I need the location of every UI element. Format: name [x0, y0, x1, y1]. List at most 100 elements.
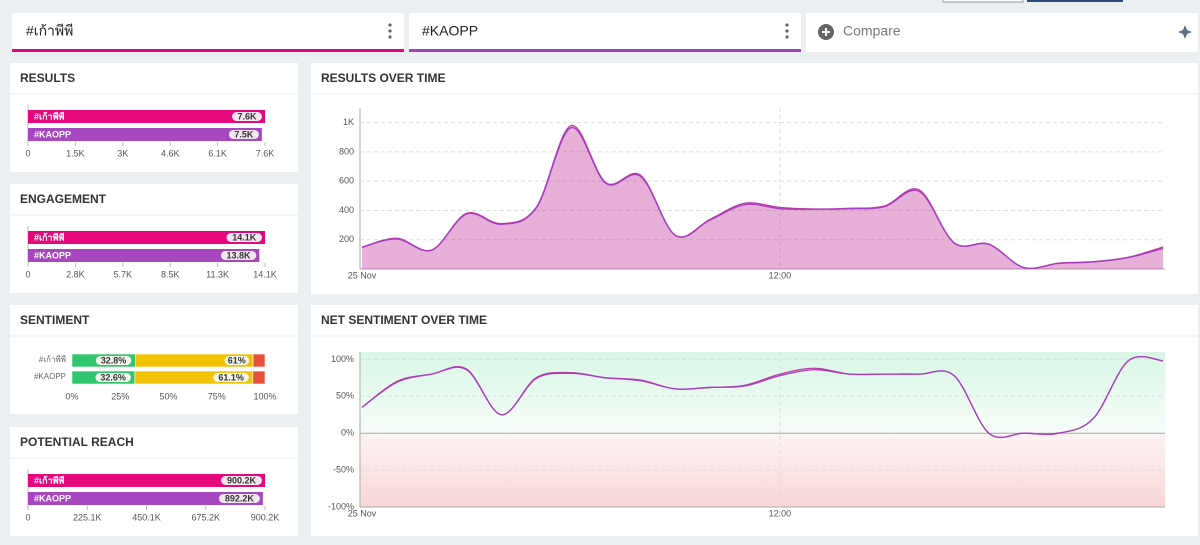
area	[362, 125, 1163, 269]
x-tick-label: 7.6K	[256, 148, 275, 158]
value-pill	[221, 476, 262, 485]
segment	[252, 353, 266, 368]
x-tick-label: 0	[25, 269, 30, 279]
x-tick-label: 450.1K	[132, 512, 161, 522]
x-tick-label: 2.8K	[66, 269, 85, 279]
x-tick-label: 3K	[117, 148, 128, 158]
y-tick-label: 0%	[341, 428, 354, 438]
value-label: 7.6K	[237, 111, 257, 121]
value-label: 892.2K	[225, 493, 255, 503]
bar	[28, 474, 265, 487]
y-tick-label: 800	[339, 146, 354, 156]
bar	[28, 249, 260, 262]
y-tick-label: 200	[339, 234, 354, 244]
button[interactable]	[942, 0, 1024, 3]
compare-tab[interactable]: Compare	[806, 13, 1198, 52]
x-tick-label: 11.3K	[206, 269, 229, 279]
x-tick-label: 5.7K	[114, 269, 133, 279]
tab-bg	[12, 13, 404, 52]
y-tick-label: -50%	[333, 464, 354, 474]
x-tick-label: 100%	[253, 391, 276, 401]
plus-icon	[822, 28, 830, 36]
menu-icon[interactable]	[785, 23, 789, 39]
bar-label: #KAOPP	[34, 493, 71, 503]
value-pill	[232, 112, 262, 121]
row-label: #KAOPP	[34, 372, 66, 381]
value-label: 32.6%	[100, 372, 126, 382]
panel	[311, 63, 1198, 294]
panel-title: RESULTS OVER TIME	[321, 71, 445, 85]
bar	[28, 110, 265, 123]
bar-label: #เก้าพีพี	[34, 232, 65, 242]
value-label: 14.1K	[232, 232, 257, 242]
value-label: 900.2K	[227, 475, 257, 485]
value-pill	[220, 251, 257, 260]
x-tick-label: 675.2K	[191, 512, 220, 522]
bar	[28, 492, 263, 505]
x-tick-label: 12:00	[769, 270, 792, 280]
tab[interactable]: #KAOPP	[409, 13, 801, 52]
sparkle-icon[interactable]	[1178, 25, 1192, 39]
y-tick-label: -100%	[328, 501, 354, 511]
y-tick-label: 1K	[343, 117, 354, 127]
bar-label: #เก้าพีพี	[34, 111, 65, 121]
x-tick-label: 900.2K	[251, 512, 280, 522]
tab-bg	[409, 13, 801, 52]
x-tick-label: 1.5K	[66, 148, 85, 158]
panel-title: RESULTS	[20, 71, 75, 85]
x-tick-label: 225.1K	[73, 512, 102, 522]
value-pill	[213, 373, 249, 382]
bar	[28, 128, 262, 141]
bar	[28, 231, 265, 244]
tab[interactable]: #เก้าพีพี	[12, 13, 404, 52]
value-pill	[95, 373, 131, 382]
value-label: 61.1%	[218, 372, 244, 382]
x-tick-label: 75%	[208, 391, 226, 401]
panel-title: NET SENTIMENT OVER TIME	[321, 313, 487, 327]
menu-icon[interactable]	[388, 23, 392, 39]
x-tick-label: 50%	[159, 391, 177, 401]
value-label: 13.8K	[227, 250, 252, 260]
x-tick-label: 8.5K	[161, 269, 180, 279]
row-label: #เก้าพีพี	[39, 355, 66, 364]
value-pill	[226, 233, 262, 242]
value-pill	[95, 356, 132, 365]
x-tick-label: 12:00	[769, 508, 792, 518]
x-tick-label: 0%	[65, 391, 78, 401]
y-tick-label: 50%	[336, 391, 354, 401]
y-tick-label: 600	[339, 176, 354, 186]
segment	[252, 370, 266, 385]
value-label: 61%	[228, 355, 246, 365]
bar-label: #เก้าพีพี	[34, 475, 65, 485]
x-tick-label: 25%	[111, 391, 129, 401]
x-tick-label: 4.6K	[161, 148, 180, 158]
x-tick-label: 25 Nov	[348, 270, 377, 280]
value-label: 32.8%	[101, 355, 127, 365]
y-tick-label: 400	[339, 205, 354, 215]
tab-underline	[12, 49, 404, 52]
value-pill	[228, 130, 259, 139]
tab-bg	[806, 13, 1198, 52]
line	[361, 127, 1164, 270]
x-tick-label: 0	[25, 148, 30, 158]
positive-zone	[360, 352, 1165, 434]
tab-label: #เก้าพีพี	[26, 23, 73, 39]
y-tick-label: 100%	[331, 354, 354, 364]
panel-title: ENGAGEMENT	[20, 192, 107, 206]
bar-label: #KAOPP	[34, 129, 71, 139]
bar-label: #KAOPP	[34, 250, 71, 260]
button[interactable]	[1027, 0, 1123, 2]
x-tick-label: 25 Nov	[348, 508, 377, 518]
tab-underline	[409, 49, 801, 52]
x-tick-label: 0	[25, 512, 30, 522]
panel-title: POTENTIAL REACH	[20, 435, 134, 449]
x-tick-label: 14.1K	[253, 269, 277, 279]
tab-label: Compare	[843, 23, 901, 39]
x-tick-label: 6.1K	[208, 148, 227, 158]
value-label: 7.5K	[234, 129, 254, 139]
value-pill	[218, 494, 260, 503]
value-pill	[224, 356, 250, 365]
line	[361, 355, 1164, 439]
